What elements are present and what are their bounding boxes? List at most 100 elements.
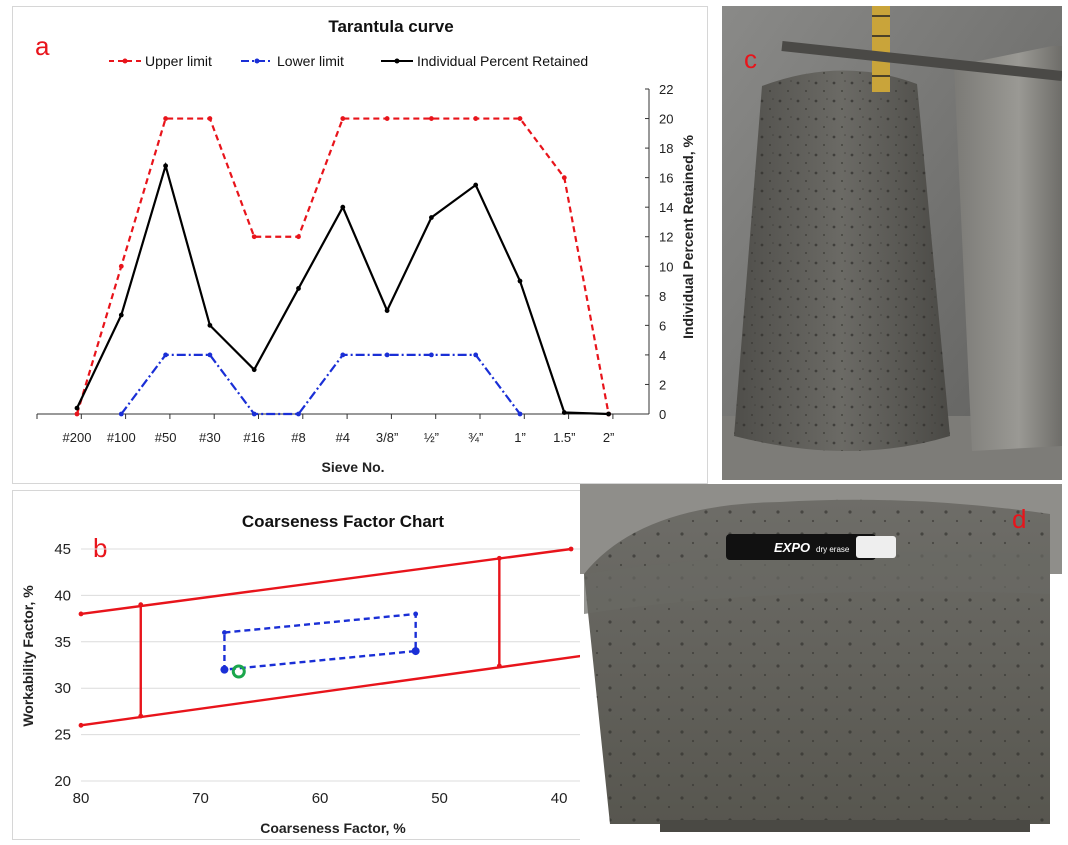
data-point-upper-limit (251, 234, 257, 240)
y-tick-label: 0 (659, 407, 666, 422)
y-tick-label: 35 (54, 634, 71, 651)
y-tick-label: 45 (54, 541, 71, 558)
data-point-lower-limit (118, 411, 124, 417)
slump-test-photo: c (722, 6, 1063, 480)
x-tick-label: 70 (192, 790, 209, 807)
data-point-lower-limit (163, 352, 169, 358)
legend-item-individual: Individual Percent Retained (381, 53, 588, 69)
y-tick-label: 22 (659, 82, 673, 97)
x-axis-title: Sieve No. (321, 459, 384, 475)
data-point-individual (296, 286, 301, 291)
data-point-individual (606, 411, 611, 417)
legend: Upper limit Lower limit Individual Perce… (109, 53, 588, 69)
series-line-individual (76, 161, 609, 416)
zone-line-point (568, 546, 574, 552)
chart-title: Coarseness Factor Chart (242, 512, 445, 531)
data-point-upper-limit (74, 411, 80, 417)
y-tick-label: 25 (54, 727, 71, 744)
legend-label-individual: Individual Percent Retained (417, 53, 588, 69)
marker-label-text: dry erase (816, 545, 850, 554)
data-point-individual (384, 308, 390, 313)
x-tick-label: #200 (63, 430, 92, 445)
panel-letter-a: a (35, 31, 50, 61)
data-point-upper-limit (118, 263, 124, 269)
data-point-individual (163, 163, 169, 169)
x-tick-label: 40 (551, 790, 568, 807)
x-tick-label: 2” (603, 430, 615, 445)
zone-line-point (496, 663, 502, 669)
x-tick-label: 1.5” (553, 430, 575, 445)
data-point-individual (340, 204, 346, 210)
data-point-upper-limit (429, 116, 434, 121)
inner-zone (223, 612, 417, 671)
mix-point (231, 664, 246, 679)
chart-title: Tarantula curve (328, 17, 453, 36)
data-point-individual (517, 278, 523, 284)
y-tick-label: 40 (54, 587, 71, 604)
data-point-lower-limit (251, 411, 257, 417)
data-point-individual (74, 405, 80, 411)
data-point-individual (207, 322, 213, 328)
data-point-upper-limit (340, 116, 346, 121)
data-point-lower-limit (429, 352, 434, 358)
y-tick-label: 2 (659, 377, 666, 392)
y-tick-label: 30 (54, 680, 71, 697)
zone-line-lower (80, 654, 584, 727)
inner-zone-point (413, 611, 419, 617)
zone-line-point (78, 722, 84, 728)
panel-letter-c: c (744, 44, 757, 74)
zone-line-point (78, 611, 84, 617)
y-tick-label: 20 (54, 773, 71, 790)
data-point-upper-limit (384, 116, 390, 121)
data-point-individual (473, 182, 479, 188)
legend-label-lower-limit: Lower limit (277, 53, 344, 69)
y-tick-label: 16 (659, 171, 673, 186)
data-point-upper-limit (561, 175, 567, 181)
y-tick-label: 14 (659, 200, 673, 215)
x-tick-label: 1” (514, 430, 526, 445)
panel-letter-b: b (93, 533, 107, 563)
legend-item-upper-limit: Upper limit (109, 53, 212, 69)
data-point-upper-limit (207, 116, 213, 121)
slump-test-image: c (722, 6, 1063, 480)
legend-label-upper-limit: Upper limit (145, 53, 212, 69)
y-axis-title: Workability Factor, % (20, 585, 36, 727)
y-axis-title: Individual Percent Retained, % (680, 135, 696, 339)
series-line-lower-limit (120, 353, 521, 416)
data-point-upper-limit (473, 116, 479, 121)
data-point-lower-limit (517, 411, 523, 417)
x-axis-title: Coarseness Factor, % (260, 820, 406, 836)
data-point-lower-limit (296, 411, 301, 417)
legend-item-lower-limit: Lower limit (241, 53, 344, 69)
x-tick-label: #16 (243, 430, 265, 445)
x-tick-label: ½” (424, 430, 439, 445)
inner-zone-point (220, 665, 229, 674)
data-point-upper-limit (517, 116, 523, 121)
marker-pen: EXPO dry erase (726, 534, 896, 560)
marker-brand-text: EXPO (774, 540, 810, 555)
data-point-upper-limit (163, 116, 169, 121)
y-tick-label: 10 (659, 259, 673, 274)
x-tick-label: 3/8” (376, 430, 398, 445)
y-tick-label: 8 (659, 289, 666, 304)
data-point-individual (429, 215, 434, 220)
inner-zone-point (222, 630, 227, 635)
y-tick-label: 12 (659, 230, 673, 245)
coarseness-chart: b Coarseness Factor Chart 20 25 30 35 40 45 80… (20, 512, 586, 836)
data-point-individual (561, 410, 567, 415)
y-tick-label: 6 (659, 318, 666, 333)
x-tick-label: #8 (291, 430, 305, 445)
panel-letter-d: d (1012, 504, 1026, 534)
concrete-block-photo: EXPO dry erase d (580, 484, 1062, 840)
data-point-lower-limit (473, 352, 479, 358)
zone-line-point (138, 602, 144, 608)
x-tick-label: 80 (73, 790, 90, 807)
concrete-block-image: EXPO dry erase d (580, 484, 1062, 840)
data-point-upper-limit (296, 234, 301, 240)
data-point-lower-limit (384, 352, 390, 358)
x-tick-label: ¾” (468, 430, 483, 445)
tarantula-chart-panel: a Tarantula curve Upper limit Lower limi… (12, 6, 708, 484)
data-point-individual (251, 367, 257, 373)
inner-zone-point (411, 647, 420, 656)
data-point-lower-limit (340, 352, 346, 358)
